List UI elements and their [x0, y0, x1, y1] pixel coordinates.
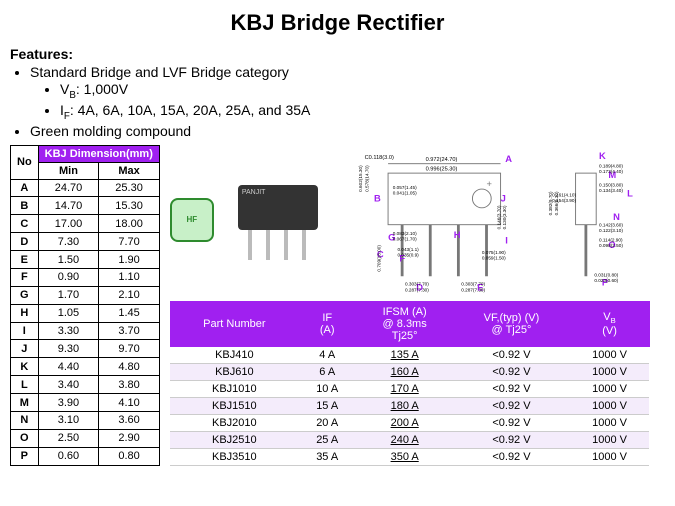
svg-text:A: A — [505, 153, 512, 163]
table-row: H1.051.45 — [11, 304, 160, 322]
dim-title-header: KBJ Dimension(mm) — [38, 145, 159, 162]
svg-text:0.043(1.1): 0.043(1.1) — [397, 247, 419, 252]
parts-h-if: IF(A) — [298, 301, 356, 346]
svg-text:0.287(7.30): 0.287(7.30) — [461, 287, 485, 292]
svg-text:K: K — [599, 151, 606, 161]
table-row: I3.303.70 — [11, 322, 160, 340]
hf-badge-icon: HF — [170, 198, 214, 242]
table-row: M3.904.10 — [11, 394, 160, 412]
table-row: KBJ201020 A200 A<0.92 V1000 V — [170, 414, 649, 431]
table-row: L3.403.80 — [11, 376, 160, 394]
svg-text:0.150(3.80): 0.150(3.80) — [599, 182, 623, 187]
parts-h-ifsm: IFSM (A)@ 8.3msTj25° — [356, 301, 453, 346]
svg-text:L: L — [627, 188, 633, 198]
dimension-table: No KBJ Dimension(mm) Min Max A24.7025.30… — [10, 145, 160, 466]
table-row: O2.502.90 — [11, 429, 160, 447]
table-row: P0.600.80 — [11, 447, 160, 465]
svg-text:0.031(0.80): 0.031(0.80) — [594, 272, 618, 277]
svg-text:0.083(2.10): 0.083(2.10) — [393, 231, 417, 236]
svg-text:0.134(3.40): 0.134(3.40) — [599, 187, 623, 192]
svg-text:0.303(7.70): 0.303(7.70) — [461, 281, 485, 286]
features-block: Features: Standard Bridge and LVF Bridge… — [10, 46, 665, 139]
svg-text:0.287(7.30): 0.287(7.30) — [405, 287, 429, 292]
svg-text:0.041(1.05): 0.041(1.05) — [393, 190, 417, 195]
table-row: KBJ101010 A170 A<0.92 V1000 V — [170, 380, 649, 397]
parts-h-vb: VB(V) — [570, 301, 650, 346]
svg-text:+: + — [486, 179, 491, 189]
table-row: D7.307.70 — [11, 233, 160, 251]
svg-text:0.098(2.50): 0.098(2.50) — [599, 243, 623, 248]
feature-item: Green molding compound — [30, 123, 665, 139]
svg-text:N: N — [613, 212, 620, 222]
svg-text:0.173(4.40): 0.173(4.40) — [599, 169, 623, 174]
svg-text:0.709(18.00): 0.709(18.00) — [376, 244, 381, 271]
table-row: F0.901.10 — [11, 268, 160, 286]
component-photo: PANJIT — [228, 175, 328, 265]
svg-text:0.035(0.9): 0.035(0.9) — [397, 252, 419, 257]
svg-text:I: I — [505, 235, 508, 245]
table-row: N3.103.60 — [11, 411, 160, 429]
table-row: KBJ6106 A160 A<0.92 V1000 V — [170, 363, 649, 380]
dim-no-header: No — [11, 145, 39, 179]
svg-text:0.996(25.30): 0.996(25.30) — [425, 166, 457, 172]
svg-text:B: B — [374, 193, 381, 203]
svg-text:0.059(1.50): 0.059(1.50) — [482, 255, 506, 260]
feature-subitem: VB: 1,000V — [60, 81, 665, 101]
page-title: KBJ Bridge Rectifier — [10, 10, 665, 36]
svg-text:0.122(3.10): 0.122(3.10) — [599, 228, 623, 233]
svg-text:0.578(14.70): 0.578(14.70) — [364, 165, 369, 192]
svg-text:0.382(9.70): 0.382(9.70) — [548, 191, 553, 215]
parts-h-vf: VF,(typ) (V)@ Tj25° — [453, 301, 570, 346]
table-row: KBJ151015 A180 A<0.92 V1000 V — [170, 397, 649, 414]
parts-h-pn: Part Number — [170, 301, 298, 346]
svg-text:0.057(1.45): 0.057(1.45) — [393, 185, 417, 190]
dim-min-header: Min — [38, 162, 99, 179]
table-row: E1.501.90 — [11, 251, 160, 269]
dim-max-header: Max — [99, 162, 160, 179]
svg-text:0.075(1.90): 0.075(1.90) — [482, 249, 506, 254]
table-row: B14.7015.30 — [11, 197, 160, 215]
table-row: K4.404.80 — [11, 358, 160, 376]
feature-item: Standard Bridge and LVF Bridge category … — [30, 64, 665, 122]
svg-text:0.146(3.70): 0.146(3.70) — [496, 205, 501, 229]
svg-text:H: H — [454, 229, 461, 239]
feature-subitem: IF: 4A, 6A, 10A, 15A, 20A, 25A, and 35A — [60, 102, 665, 122]
svg-text:0.972(24.70): 0.972(24.70) — [425, 157, 457, 163]
svg-text:0.366(9.30): 0.366(9.30) — [554, 191, 559, 215]
table-row: J9.309.70 — [11, 340, 160, 358]
svg-text:0.142(3.60): 0.142(3.60) — [599, 222, 623, 227]
table-row: KBJ251025 A240 A<0.92 V1000 V — [170, 431, 649, 448]
features-heading: Features: — [10, 46, 665, 62]
table-row: G1.702.10 — [11, 286, 160, 304]
svg-text:J: J — [500, 193, 505, 203]
table-row: KBJ351035 A350 A<0.92 V1000 V — [170, 448, 649, 465]
svg-text:0.303(7.70): 0.303(7.70) — [405, 281, 429, 286]
table-row: C17.0018.00 — [11, 215, 160, 233]
parts-table: Part Number IF(A) IFSM (A)@ 8.3msTj25° V… — [170, 301, 650, 466]
table-row: KBJ4104 A135 A<0.92 V1000 V — [170, 346, 649, 363]
dimension-diagram: + 0.972(24.70) 0.996(25.30) C0.118(3.0) … — [336, 145, 665, 295]
svg-text:0.602(15.30): 0.602(15.30) — [358, 165, 363, 192]
svg-text:0.067(1.70): 0.067(1.70) — [393, 236, 417, 241]
svg-text:0.114(2.90): 0.114(2.90) — [599, 237, 623, 242]
svg-text:0.130(3.30): 0.130(3.30) — [502, 205, 507, 229]
table-row: A24.7025.30 — [11, 179, 160, 197]
svg-text:0.189(4.80): 0.189(4.80) — [599, 163, 623, 168]
svg-text:0.023(0.60): 0.023(0.60) — [594, 277, 618, 282]
svg-text:C0.118(3.0): C0.118(3.0) — [364, 155, 393, 161]
